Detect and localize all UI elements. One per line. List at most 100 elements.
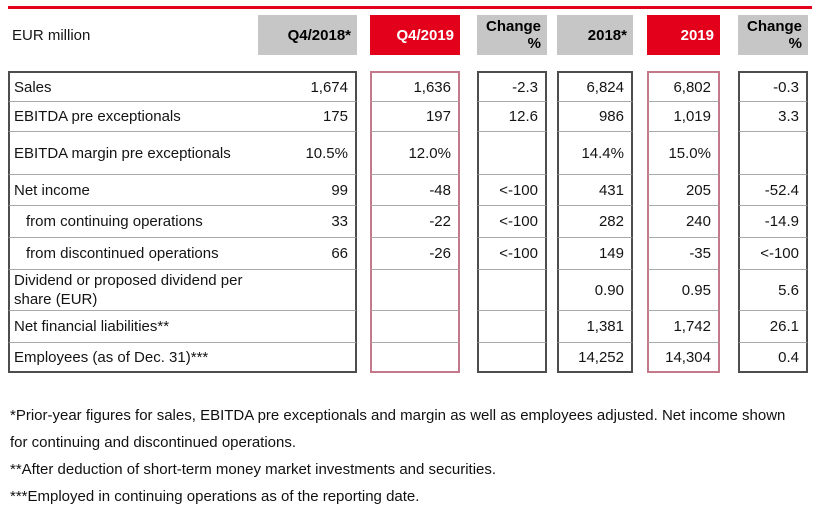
- column-gap: [460, 102, 477, 132]
- column-gap: [357, 343, 370, 373]
- column-gap: [460, 175, 477, 206]
- col-header-2018: 2018*: [557, 15, 633, 55]
- column-gap: [357, 71, 370, 102]
- value-cell: 1,019: [647, 102, 720, 132]
- column-gap: [357, 270, 370, 311]
- column-gap: [460, 132, 477, 175]
- row-label: from continuing operations: [8, 206, 258, 238]
- column-gap: [460, 270, 477, 311]
- column-gap: [547, 343, 557, 373]
- value-cell: 14.4%: [557, 132, 633, 175]
- column-gap: [720, 238, 738, 270]
- row-from-continuing-operations: from continuing operations 33 -22 <-100 …: [8, 206, 808, 238]
- value-cell: 0.90: [557, 270, 633, 311]
- value-cell: 12.6: [477, 102, 547, 132]
- row-dividend-per-share: Dividend or proposed dividend per share …: [8, 270, 808, 311]
- row-employees: Employees (as of Dec. 31)*** 14,252 14,3…: [8, 343, 808, 373]
- row-ebitda-pre-exceptionals: EBITDA pre exceptionals 175 197 12.6 986…: [8, 102, 808, 132]
- value-cell: 15.0%: [647, 132, 720, 175]
- value-cell: <-100: [477, 238, 547, 270]
- value-cell: -48: [370, 175, 460, 206]
- value-cell: 205: [647, 175, 720, 206]
- value-cell: 431: [557, 175, 633, 206]
- financial-results-table: EUR million Q4/2018* Q4/2019 Change % 20…: [8, 12, 822, 373]
- column-gap: [547, 175, 557, 206]
- column-gap: [357, 206, 370, 238]
- value-cell: [258, 311, 357, 343]
- column-gap: [720, 270, 738, 311]
- value-cell: 1,674: [258, 71, 357, 102]
- row-label: Net income: [8, 175, 258, 206]
- col-header-2019: 2019: [647, 15, 720, 55]
- value-cell: 3.3: [738, 102, 808, 132]
- col-header-change-fy: Change %: [738, 15, 808, 55]
- value-cell: 14,252: [557, 343, 633, 373]
- column-gap: [547, 206, 557, 238]
- value-cell: 10.5%: [258, 132, 357, 175]
- column-gap: [357, 102, 370, 132]
- col-header-q4-2019: Q4/2019: [370, 15, 460, 55]
- value-cell: [370, 270, 460, 311]
- value-cell: 14,304: [647, 343, 720, 373]
- value-cell: 282: [557, 206, 633, 238]
- value-cell: -26: [370, 238, 460, 270]
- value-cell: -0.3: [738, 71, 808, 102]
- row-label: Net financial liabilities**: [8, 311, 258, 343]
- column-gap: [547, 71, 557, 102]
- row-net-income: Net income 99 -48 <-100 431 205 -52.4: [8, 175, 808, 206]
- column-gap: [633, 343, 647, 373]
- column-gap: [460, 238, 477, 270]
- column-gap: [633, 132, 647, 175]
- value-cell: [738, 132, 808, 175]
- value-cell: [477, 343, 547, 373]
- column-gap: [720, 175, 738, 206]
- column-gap: [547, 238, 557, 270]
- value-cell: 66: [258, 238, 357, 270]
- value-cell: 0.95: [647, 270, 720, 311]
- column-gap: [720, 311, 738, 343]
- column-gap: [633, 71, 647, 102]
- column-gap: [720, 206, 738, 238]
- column-gap: [547, 270, 557, 311]
- value-cell: 986: [557, 102, 633, 132]
- footnote-2: **After deduction of short-term money ma…: [10, 461, 497, 478]
- value-cell: 6,824: [557, 71, 633, 102]
- value-cell: 33: [258, 206, 357, 238]
- value-cell: 1,636: [370, 71, 460, 102]
- value-cell: 5.6: [738, 270, 808, 311]
- value-cell: <-100: [738, 238, 808, 270]
- row-label: EBITDA margin pre exceptionals: [8, 132, 258, 175]
- column-gap: [720, 71, 738, 102]
- value-cell: 240: [647, 206, 720, 238]
- row-label: Sales: [8, 71, 258, 102]
- footnotes: *Prior-year figures for sales, EBITDA pr…: [8, 402, 786, 510]
- value-cell: [258, 270, 357, 311]
- column-gap: [547, 311, 557, 343]
- value-cell: <-100: [477, 175, 547, 206]
- value-cell: 197: [370, 102, 460, 132]
- table-body: Sales 1,674 1,636 -2.3 6,824 6,802 -0.3 …: [8, 71, 808, 373]
- column-gap: [357, 238, 370, 270]
- column-gap: [633, 238, 647, 270]
- column-gap: [357, 311, 370, 343]
- top-red-rule: [8, 6, 812, 9]
- col-header-change-q4: Change %: [477, 15, 547, 55]
- footnote-3: ***Employed in continuing operations as …: [10, 488, 420, 505]
- table-header-row: EUR million Q4/2018* Q4/2019 Change % 20…: [8, 12, 822, 58]
- column-gap: [460, 71, 477, 102]
- value-cell: [477, 132, 547, 175]
- column-gap: [460, 206, 477, 238]
- footnote-1: *Prior-year figures for sales, EBITDA pr…: [10, 407, 786, 451]
- row-label: EBITDA pre exceptionals: [8, 102, 258, 132]
- row-label: Employees (as of Dec. 31)***: [8, 343, 258, 373]
- row-label: from discontinued operations: [8, 238, 258, 270]
- column-gap: [547, 102, 557, 132]
- column-gap: [460, 343, 477, 373]
- row-from-discontinued-operations: from discontinued operations 66 -26 <-10…: [8, 238, 808, 270]
- value-cell: -14.9: [738, 206, 808, 238]
- value-cell: 1,381: [557, 311, 633, 343]
- row-label: Dividend or proposed dividend per share …: [8, 270, 258, 311]
- value-cell: [477, 270, 547, 311]
- column-gap: [720, 343, 738, 373]
